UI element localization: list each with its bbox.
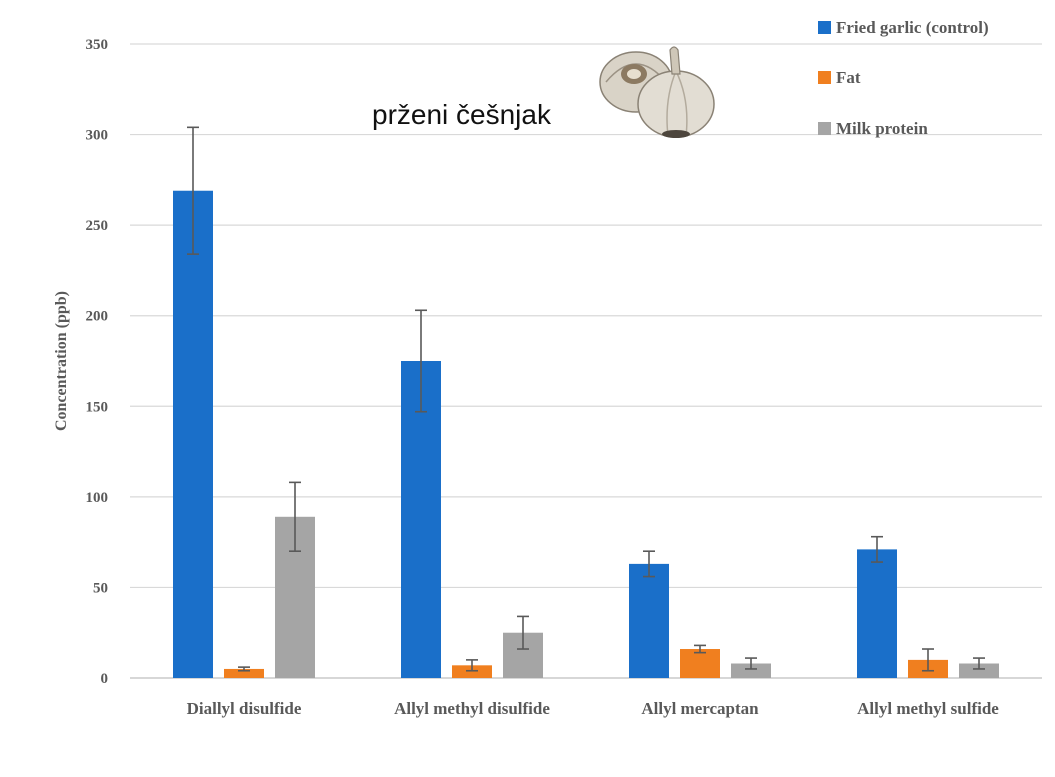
x-category-label: Allyl methyl disulfide <box>394 699 550 718</box>
bar <box>401 361 441 678</box>
bar <box>629 563 669 678</box>
legend-label: Fried garlic (control) <box>836 18 989 37</box>
gridlines <box>130 43 1042 679</box>
y-axis-title: Concentration (ppb) <box>53 291 70 431</box>
y-tick-label: 150 <box>86 399 109 415</box>
bars <box>173 190 999 678</box>
legend-swatch <box>818 122 831 135</box>
y-tick-label: 350 <box>86 37 109 53</box>
error-bars <box>187 126 985 672</box>
x-category-label: Allyl mercaptan <box>641 699 759 718</box>
legend: Fried garlic (control) Fat Milk protein <box>818 18 989 138</box>
bar <box>680 649 720 678</box>
bar <box>452 665 492 678</box>
y-tick-label: 200 <box>86 309 109 325</box>
x-category-label: Diallyl disulfide <box>187 699 302 718</box>
bar <box>857 549 897 678</box>
legend-label: Fat <box>836 68 861 87</box>
y-tick-label: 50 <box>93 580 108 596</box>
x-category-label: Allyl methyl sulfide <box>857 699 999 718</box>
y-tick-label: 300 <box>86 128 109 144</box>
y-tick-label: 100 <box>86 490 109 506</box>
y-axis-ticks: 0 50 100 150 200 250 300 350 <box>86 37 109 687</box>
legend-swatch <box>818 71 831 84</box>
bar <box>959 663 999 678</box>
legend-swatch <box>818 21 831 34</box>
legend-label: Milk protein <box>836 119 928 138</box>
y-tick-label: 250 <box>86 218 109 234</box>
bar <box>224 668 264 678</box>
x-axis-categories: Diallyl disulfide Allyl methyl disulfide A… <box>187 699 1000 718</box>
y-tick-label: 0 <box>101 671 109 687</box>
garlic-icon <box>599 46 715 138</box>
bar <box>731 663 771 678</box>
annotation-text: prženi češnjak <box>372 99 552 130</box>
bar <box>173 190 213 678</box>
